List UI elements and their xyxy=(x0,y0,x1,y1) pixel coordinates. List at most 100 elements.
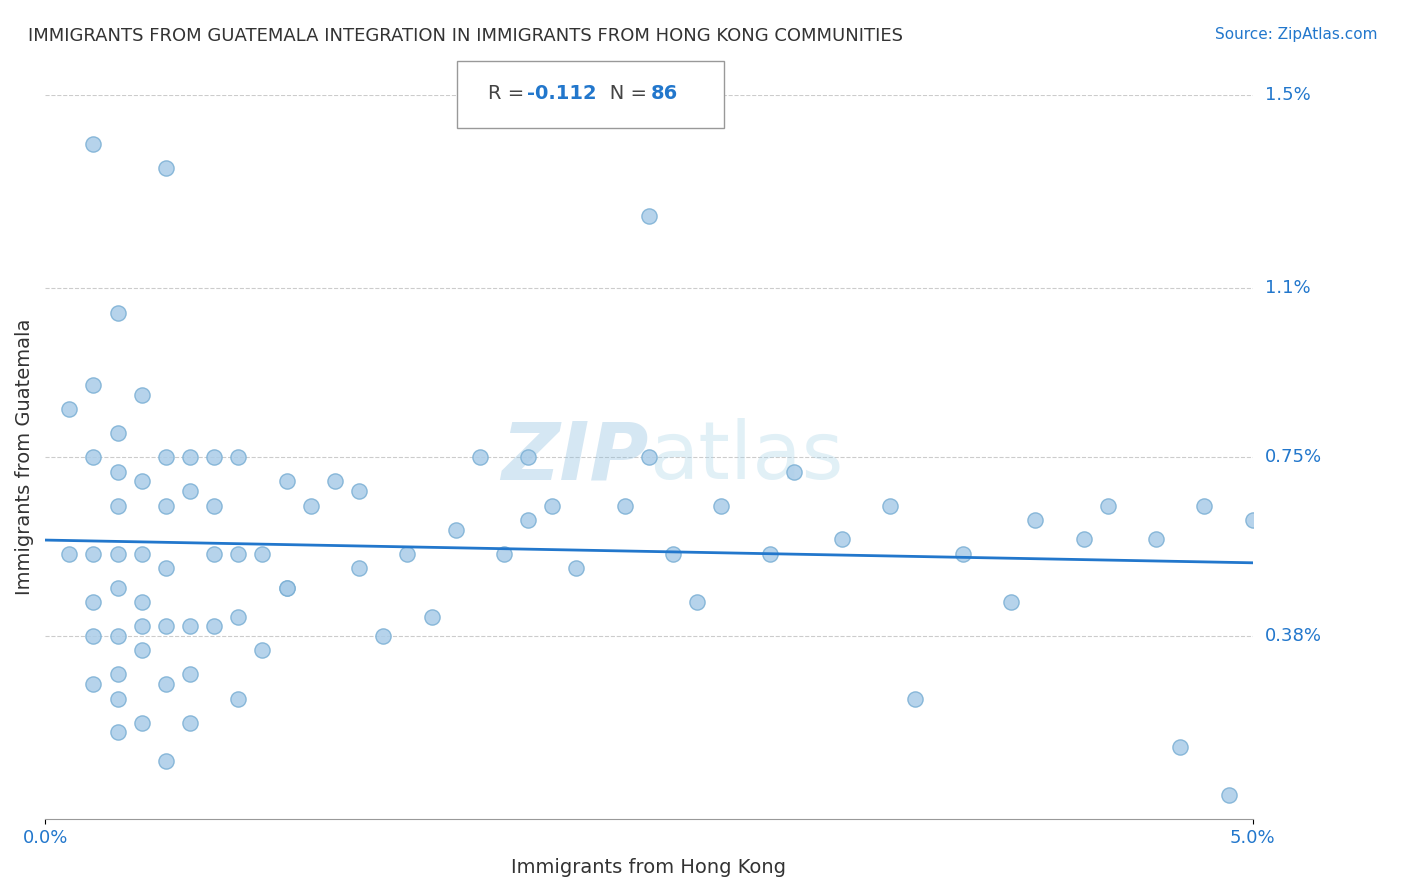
Point xyxy=(107,499,129,513)
Point xyxy=(202,619,225,633)
Point xyxy=(228,609,250,624)
Point xyxy=(1097,499,1119,513)
Point xyxy=(228,547,250,561)
Text: 0.38%: 0.38% xyxy=(1265,627,1322,645)
Point xyxy=(131,619,153,633)
Point xyxy=(107,629,129,643)
Point xyxy=(276,581,298,595)
Y-axis label: Immigrants from Guatemala: Immigrants from Guatemala xyxy=(15,319,34,596)
Point xyxy=(1241,513,1264,527)
Point xyxy=(252,547,274,561)
Point xyxy=(468,450,491,465)
Point xyxy=(565,561,588,575)
Point xyxy=(82,629,104,643)
Text: 0.75%: 0.75% xyxy=(1265,449,1322,467)
Point xyxy=(131,475,153,489)
Point xyxy=(155,450,177,465)
Point xyxy=(179,667,201,681)
Point xyxy=(903,691,925,706)
Text: 86: 86 xyxy=(651,84,678,103)
Point xyxy=(131,643,153,657)
Point xyxy=(107,667,129,681)
Point xyxy=(179,715,201,730)
Text: R =: R = xyxy=(488,84,530,103)
Text: 1.5%: 1.5% xyxy=(1265,87,1310,104)
Point xyxy=(131,387,153,401)
Point xyxy=(107,691,129,706)
Point xyxy=(492,547,515,561)
Point xyxy=(252,643,274,657)
Point xyxy=(783,465,806,479)
Point xyxy=(1144,533,1167,547)
Point xyxy=(758,547,780,561)
Point xyxy=(1218,788,1240,802)
Text: IMMIGRANTS FROM GUATEMALA INTEGRATION IN IMMIGRANTS FROM HONG KONG COMMUNITIES: IMMIGRANTS FROM GUATEMALA INTEGRATION IN… xyxy=(28,27,903,45)
Point xyxy=(107,725,129,739)
Point xyxy=(444,523,467,537)
Point xyxy=(107,305,129,319)
Point xyxy=(179,483,201,498)
Point xyxy=(179,619,201,633)
Point xyxy=(155,561,177,575)
Point xyxy=(58,547,80,561)
Point xyxy=(347,483,370,498)
Point xyxy=(202,499,225,513)
Point xyxy=(347,561,370,575)
Point xyxy=(952,547,974,561)
Point xyxy=(202,450,225,465)
Point xyxy=(155,677,177,691)
Point xyxy=(155,619,177,633)
Point xyxy=(131,595,153,609)
Point xyxy=(1194,499,1216,513)
Point xyxy=(82,547,104,561)
Point xyxy=(1024,513,1046,527)
Point xyxy=(82,595,104,609)
Point xyxy=(420,609,443,624)
Point xyxy=(131,715,153,730)
Point xyxy=(276,581,298,595)
Point xyxy=(202,547,225,561)
Point xyxy=(517,450,540,465)
Point xyxy=(710,499,733,513)
Point xyxy=(82,677,104,691)
Text: -0.112: -0.112 xyxy=(527,84,598,103)
Point xyxy=(58,402,80,417)
Point xyxy=(1000,595,1022,609)
Point xyxy=(517,513,540,527)
Point xyxy=(831,533,853,547)
Text: Source: ZipAtlas.com: Source: ZipAtlas.com xyxy=(1215,27,1378,42)
Point xyxy=(299,499,322,513)
Point xyxy=(228,450,250,465)
Point xyxy=(155,499,177,513)
Point xyxy=(541,499,564,513)
Point xyxy=(155,754,177,768)
Point xyxy=(228,691,250,706)
X-axis label: Immigrants from Hong Kong: Immigrants from Hong Kong xyxy=(512,858,786,877)
Point xyxy=(1073,533,1095,547)
Point xyxy=(107,426,129,441)
Point xyxy=(613,499,636,513)
Text: atlas: atlas xyxy=(650,418,844,496)
Point xyxy=(82,377,104,392)
Text: N =: N = xyxy=(591,84,652,103)
Point xyxy=(879,499,901,513)
Point xyxy=(662,547,685,561)
Point xyxy=(155,161,177,175)
Point xyxy=(323,475,346,489)
Text: ZIP: ZIP xyxy=(502,418,650,496)
Text: 1.1%: 1.1% xyxy=(1265,279,1310,297)
Point xyxy=(131,547,153,561)
Point xyxy=(373,629,395,643)
Point xyxy=(107,547,129,561)
Point xyxy=(107,581,129,595)
Point xyxy=(396,547,419,561)
Point xyxy=(638,450,661,465)
Point xyxy=(276,475,298,489)
Point xyxy=(82,136,104,151)
Point xyxy=(686,595,709,609)
Point xyxy=(1168,739,1191,754)
Point xyxy=(179,450,201,465)
Point xyxy=(107,465,129,479)
Point xyxy=(82,450,104,465)
Point xyxy=(638,209,661,223)
